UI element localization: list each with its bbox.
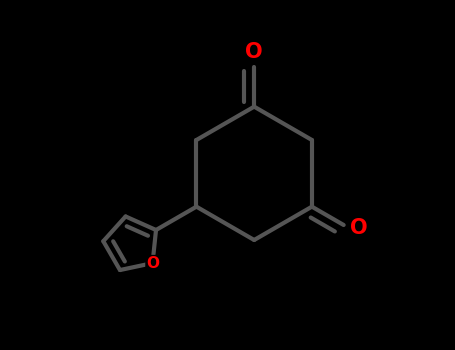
Text: O: O: [245, 42, 263, 62]
Text: O: O: [146, 256, 159, 271]
Text: O: O: [350, 218, 368, 238]
